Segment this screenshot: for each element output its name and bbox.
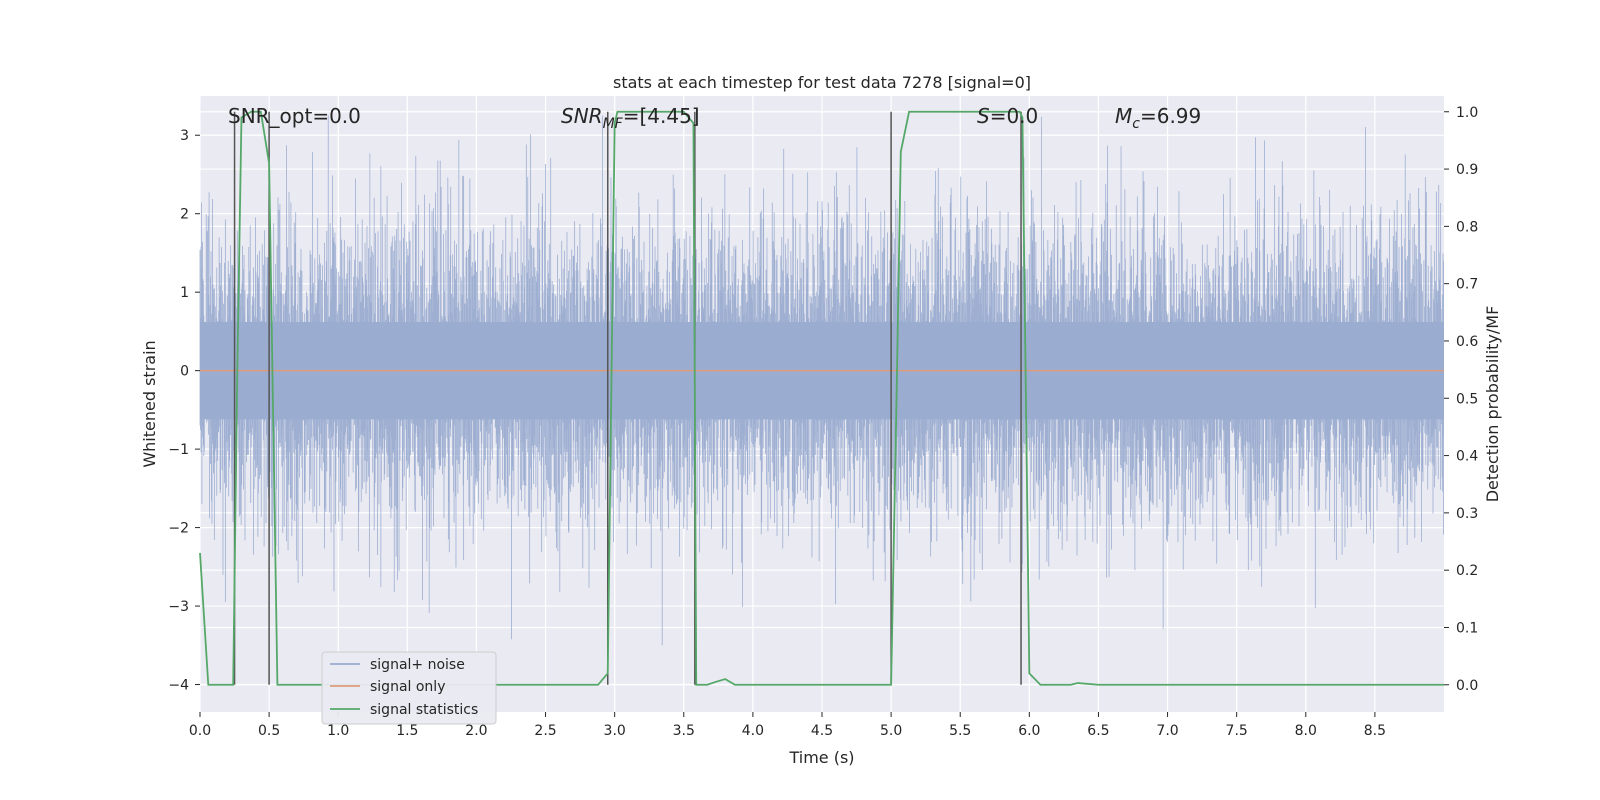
legend-box	[321, 651, 497, 725]
x-tick-label: 4.0	[742, 723, 764, 739]
y-right-tick-label: 0.0	[1456, 678, 1478, 694]
annotation-s: S=0.0	[977, 104, 1038, 128]
y-right-tick-label: 0.7	[1456, 277, 1478, 293]
y-tick-label: 0	[180, 364, 189, 380]
x-axis-ticks: 0.0 0.5 1.0 1.5 2.0 2.5 3.0 3.5 4.0 4.5 5.0 5.5 6.0 6…	[189, 712, 1386, 739]
legend-label-signal-plus-noise: signal+ noise	[370, 657, 465, 673]
y-tick-label: 1	[180, 285, 189, 301]
y-axis-ticks: −4 −3 −2 −1 0 1 2 3	[168, 128, 200, 694]
legend-label-signal-only: signal only	[370, 679, 445, 695]
annotation-mc: Mc=6.99	[1115, 104, 1201, 132]
x-tick-label: 4.5	[811, 723, 833, 739]
x-tick-label: 2.0	[465, 723, 487, 739]
y-right-tick-label: 0.1	[1456, 620, 1478, 636]
y-right-tick-label: 0.3	[1456, 506, 1478, 522]
y-tick-label: −1	[168, 442, 189, 458]
y-tick-label: 2	[180, 207, 189, 223]
x-tick-label: 8.5	[1364, 723, 1386, 739]
x-tick-label: 8.0	[1295, 723, 1317, 739]
x-tick-label: 7.5	[1226, 723, 1248, 739]
x-tick-label: 2.5	[534, 723, 556, 739]
y-tick-label: −2	[168, 521, 189, 537]
x-tick-label: 7.0	[1156, 723, 1178, 739]
x-axis-label: Time (s)	[788, 748, 854, 767]
x-tick-label: 0.5	[258, 723, 280, 739]
y-tick-label: −4	[168, 678, 189, 694]
x-tick-label: 6.0	[1018, 723, 1040, 739]
x-tick-label: 3.0	[604, 723, 626, 739]
legend-label-signal-statistics: signal statistics	[370, 702, 478, 718]
x-tick-label: 1.5	[396, 723, 418, 739]
series-signal-statistics	[199, 110, 1444, 686]
y-right-tick-label: 0.8	[1456, 219, 1478, 235]
y-right-tick-label: 0.2	[1456, 563, 1478, 579]
x-tick-label: 5.0	[880, 723, 902, 739]
legend: signal+ noise signal only signal statist…	[321, 651, 497, 725]
x-tick-label: 5.5	[949, 723, 971, 739]
x-tick-label: 1.0	[327, 723, 349, 739]
y-right-axis-label: Detection probability/MF	[1483, 306, 1502, 503]
x-tick-label: 3.5	[673, 723, 695, 739]
y-right-tick-label: 0.5	[1456, 391, 1478, 407]
x-tick-label: 6.5	[1087, 723, 1109, 739]
annotation-snr-mf: SNRMF=[4.45]	[561, 104, 700, 132]
y-right-axis-ticks: 0.0 0.1 0.2 0.3 0.4 0.5 0.6 0.7 0.8 0.9 1.0	[1444, 105, 1478, 694]
y-right-tick-label: 1.0	[1456, 105, 1478, 121]
annotation-snr-opt: SNR_opt=0.0	[228, 104, 361, 128]
y-right-tick-label: 0.6	[1456, 334, 1478, 350]
y-right-tick-label: 0.4	[1456, 449, 1478, 465]
chart-title: stats at each timestep for test data 727…	[613, 73, 1031, 92]
y-right-tick-label: 0.9	[1456, 162, 1478, 178]
y-tick-label: −3	[168, 599, 189, 615]
y-axis-label: Whitened strain	[140, 340, 159, 467]
x-tick-label: 0.0	[189, 723, 211, 739]
y-tick-label: 3	[180, 128, 189, 144]
